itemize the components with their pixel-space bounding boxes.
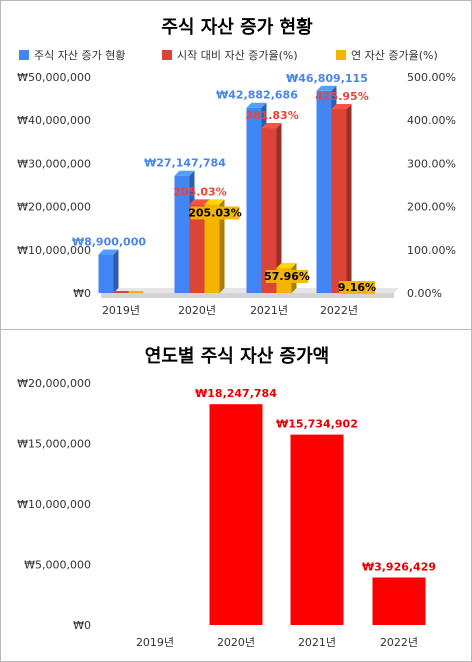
bar-3d-flat xyxy=(113,291,129,293)
bar-3d xyxy=(204,199,225,293)
x-tick-label: 2020년 xyxy=(178,304,216,317)
chart1-left-axis: ₩0 ₩10,000,000 ₩20,000,000 ₩30,000,000 ₩40,0… xyxy=(17,71,91,300)
bar-side xyxy=(346,103,352,294)
right-tick-label: 200.00% xyxy=(407,201,456,214)
y-tick-label: ₩5,000,000 xyxy=(24,559,91,572)
data-label-cumulative: 381.83% xyxy=(245,109,298,122)
right-tick-label: 500.00% xyxy=(407,71,456,84)
bar-top xyxy=(204,199,225,205)
bar-top xyxy=(331,103,352,109)
y-tick-label: ₩20,000,000 xyxy=(17,377,91,390)
chart-divider xyxy=(1,329,471,330)
data-label-bg xyxy=(265,269,309,283)
bar-top xyxy=(174,170,195,176)
bar-side xyxy=(276,123,282,293)
bar-side xyxy=(219,199,225,293)
right-tick-label: 300.00% xyxy=(407,157,456,170)
x-tick-label: 2019년 xyxy=(102,304,140,317)
legend-swatch-annual-rate xyxy=(336,50,346,60)
chart1-x-axis: 2019년 2020년 2021년 2022년 xyxy=(102,304,358,317)
bar-top xyxy=(98,249,119,255)
left-tick-label: ₩0 xyxy=(73,287,91,300)
data-label: ₩15,734,902 xyxy=(276,418,358,431)
legend-swatch-total xyxy=(19,50,29,60)
legend-text-cumulative-rate: 시작 대비 자산 증가율(%) xyxy=(177,49,298,62)
data-label-text: 205.03% xyxy=(188,206,241,219)
chart1-floor-edge xyxy=(101,293,394,298)
chart1-legend: 주식 자산 증가 현황 시작 대비 자산 증가율(%) 연 자산 증가율(%) xyxy=(19,49,438,62)
x-tick-label: 2019년 xyxy=(136,636,174,649)
bar xyxy=(372,577,426,625)
data-label-cumulative: 205.03% xyxy=(173,185,226,198)
stock-asset-growth-chart: 주식 자산 증가 현황 주식 자산 증가 현황 시작 대비 자산 증가율(%) … xyxy=(17,17,456,317)
right-tick-label: 400.00% xyxy=(407,114,456,127)
data-label: ₩18,247,784 xyxy=(195,387,277,400)
bar-top xyxy=(316,85,337,91)
y-tick-label: ₩0 xyxy=(73,619,91,632)
bar-front xyxy=(189,204,205,293)
bar-front xyxy=(331,108,347,294)
data-label: ₩3,926,429 xyxy=(362,560,436,573)
bar-3d xyxy=(261,123,282,293)
bar-front xyxy=(261,128,277,293)
data-label-total: ₩8,900,000 xyxy=(72,236,146,249)
chart1-data-labels: ₩8,900,000 ₩27,147,784 205.03% 205.03% ₩42,8… xyxy=(72,72,376,295)
data-label-total: ₩27,147,784 xyxy=(144,157,226,170)
chart2-y-axis: ₩0 ₩5,000,000 ₩10,000,000 ₩15,000,000 ₩20,00… xyxy=(17,377,91,632)
data-label-total: ₩42,882,686 xyxy=(216,89,298,102)
chart2-x-axis: 2019년 2020년 2021년 2022년 xyxy=(136,636,418,649)
bar-front xyxy=(174,175,190,293)
x-tick-label: 2022년 xyxy=(320,304,358,317)
left-tick-label: ₩50,000,000 xyxy=(17,71,91,84)
legend-text-total: 주식 자산 증가 현황 xyxy=(34,49,125,62)
bar xyxy=(209,404,263,625)
chart2-title: 연도별 주식 자산 증가액 xyxy=(145,346,329,367)
bar-top xyxy=(261,123,282,129)
bar-front xyxy=(204,204,220,293)
data-label-bg xyxy=(190,206,240,220)
bar xyxy=(290,434,344,625)
chart1-title: 주식 자산 증가 현황 xyxy=(161,17,313,38)
bar-3d xyxy=(331,103,352,294)
bar-3d-flat xyxy=(128,291,144,293)
x-tick-label: 2021년 xyxy=(250,304,288,317)
bar-top xyxy=(246,102,267,108)
bar-3d xyxy=(98,249,119,293)
right-tick-label: 0.00% xyxy=(407,287,442,300)
y-tick-label: ₩15,000,000 xyxy=(17,438,91,451)
data-label-total: ₩46,809,115 xyxy=(286,72,368,85)
x-tick-label: 2020년 xyxy=(217,636,255,649)
legend-text-annual-rate: 연 자산 증가율(%) xyxy=(351,49,438,62)
left-tick-label: ₩10,000,000 xyxy=(17,244,91,257)
chart2-bars xyxy=(209,404,426,625)
data-label-cumulative: 425.95% xyxy=(315,90,368,103)
data-label-annual: 57.96% xyxy=(264,269,310,283)
chart1-bars xyxy=(98,85,367,294)
bar-top xyxy=(189,199,210,205)
x-tick-label: 2022년 xyxy=(380,636,418,649)
bar-front xyxy=(98,254,114,293)
y-tick-label: ₩10,000,000 xyxy=(17,498,91,511)
left-tick-label: ₩20,000,000 xyxy=(17,201,91,214)
data-label-text: 9.16% xyxy=(338,281,376,294)
annual-increase-chart: 연도별 주식 자산 증가액 ₩0 ₩5,000,000 ₩10,000,000 ₩15… xyxy=(17,346,436,649)
chart2-data-labels: ₩18,247,784 ₩15,734,902 ₩3,926,429 xyxy=(195,387,436,573)
legend-swatch-cumulative-rate xyxy=(162,50,172,60)
left-tick-label: ₩30,000,000 xyxy=(17,157,91,170)
left-tick-label: ₩40,000,000 xyxy=(17,114,91,127)
data-label-annual: 205.03% xyxy=(188,206,242,220)
x-tick-label: 2021년 xyxy=(298,636,336,649)
bar-side xyxy=(113,249,119,293)
data-label-annual: 9.16% xyxy=(338,281,376,295)
bar-top xyxy=(276,262,297,268)
right-tick-label: 100.00% xyxy=(407,244,456,257)
chart1-right-axis: 0.00% 100.00% 200.00% 300.00% 400.00% 500.00% xyxy=(407,71,456,300)
bar-front xyxy=(246,107,262,293)
data-label-text: 57.96% xyxy=(264,270,310,283)
bar-front xyxy=(316,90,332,293)
data-label-bg xyxy=(339,281,375,295)
